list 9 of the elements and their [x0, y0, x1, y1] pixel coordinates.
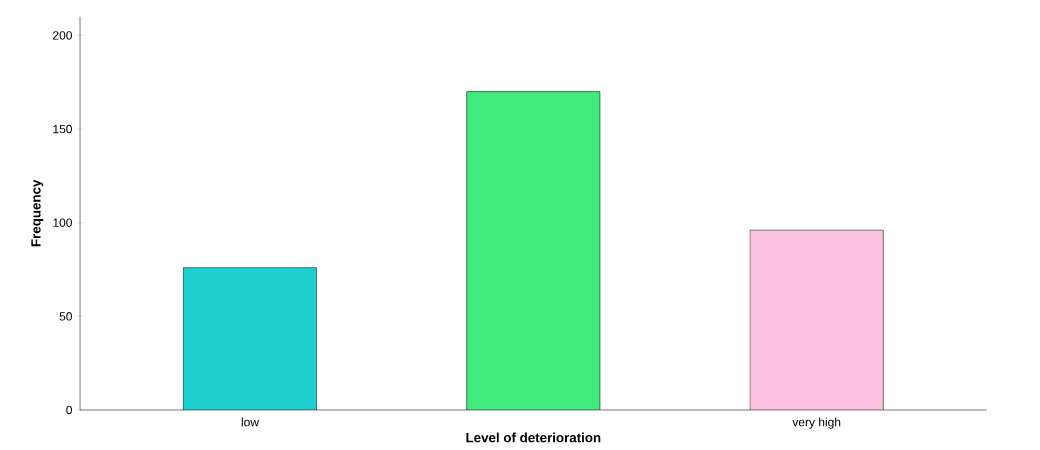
x-axis-title: Level of deterioration: [466, 432, 601, 443]
y-tick-label: 100: [53, 218, 72, 227]
x-tick-label: low: [241, 417, 260, 427]
x-tick-label: very high: [792, 417, 841, 429]
y-tick-label: 50: [59, 312, 72, 321]
y-tick-label: 0: [66, 405, 72, 415]
y-axis-title: Frequency: [31, 179, 44, 247]
y-tick-label: 150: [53, 124, 72, 134]
y-tick-label: 200: [53, 31, 72, 40]
